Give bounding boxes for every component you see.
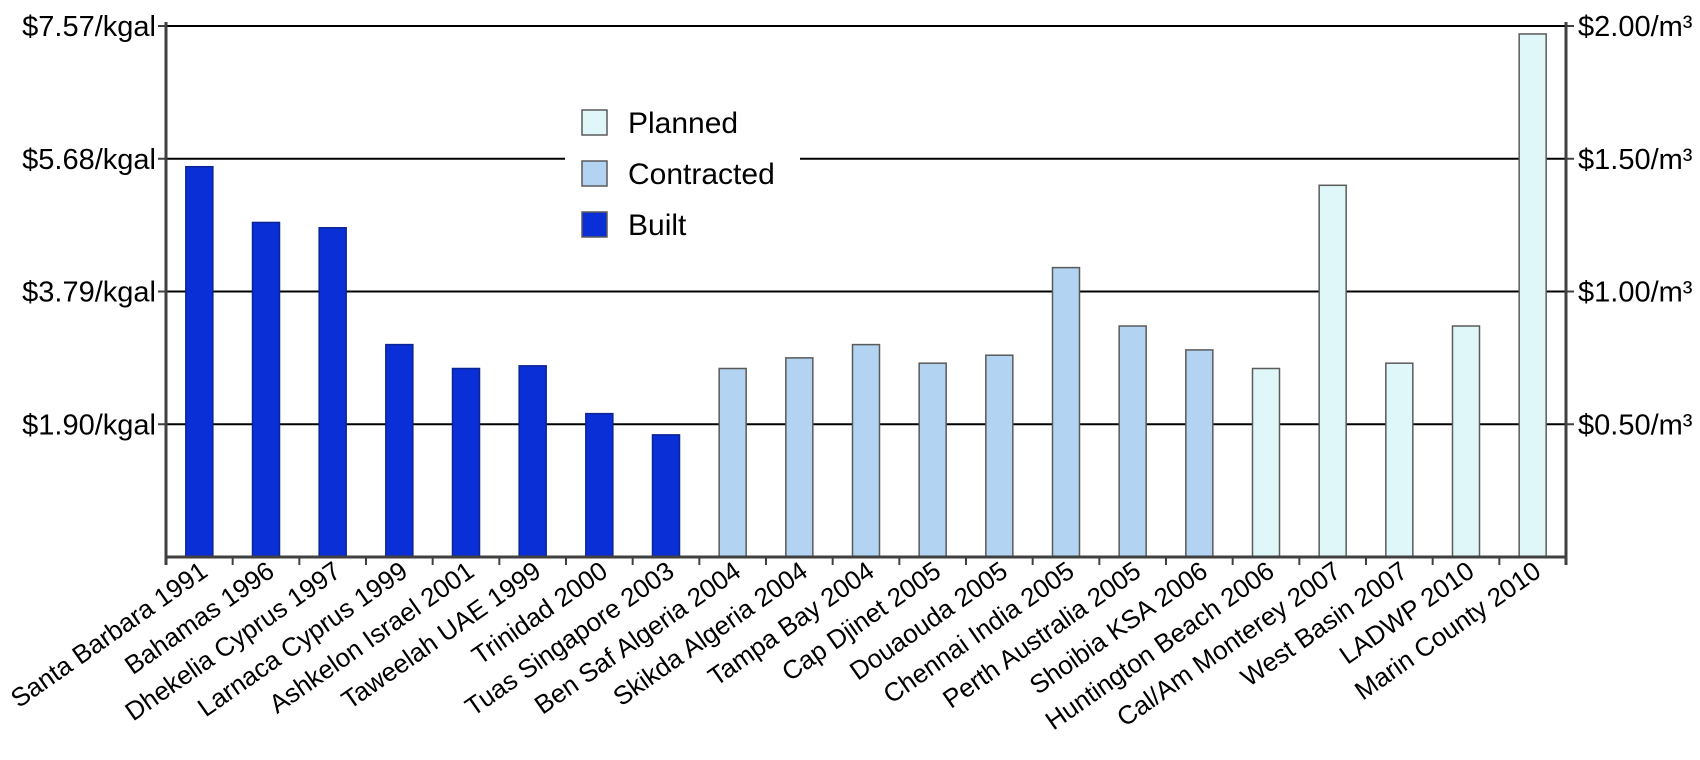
legend-label-built: Built xyxy=(628,209,687,242)
bars xyxy=(185,33,1547,558)
legend-swatch-contracted xyxy=(581,160,608,187)
bar-planned xyxy=(1518,33,1547,558)
bar-contracted xyxy=(985,354,1014,558)
legend: Planned Contracted Built xyxy=(565,98,800,248)
tick-labels: $1.90/kgal $0.50/m³ $3.79/kgal $1.00/m³ $5.6… xyxy=(22,11,1693,441)
legend-label-planned: Planned xyxy=(628,107,738,140)
left-axis-tick-label: $3.79/kgal xyxy=(22,277,156,309)
bar-built xyxy=(518,365,547,558)
bar-built xyxy=(585,412,614,558)
bar-built xyxy=(318,227,347,558)
right-axis-tick-label: $0.50/m³ xyxy=(1578,409,1693,441)
bar-contracted xyxy=(1118,325,1147,558)
left-axis-tick-label: $5.68/kgal xyxy=(22,144,156,176)
left-axis-tick-label: $7.57/kgal xyxy=(22,11,156,43)
left-axis-tick-label: $1.90/kgal xyxy=(22,409,156,441)
bar-contracted xyxy=(785,357,814,558)
bar-built xyxy=(185,165,214,558)
bar-contracted xyxy=(1185,349,1214,558)
bar-planned xyxy=(1451,325,1481,558)
bar-planned xyxy=(1251,367,1281,558)
bar-planned xyxy=(1385,362,1414,558)
bar-contracted xyxy=(918,362,947,558)
legend-label-contracted: Contracted xyxy=(628,158,775,191)
right-axis-tick-label: $1.50/m³ xyxy=(1578,144,1693,176)
bar-built xyxy=(651,434,681,558)
right-axis-tick-label: $2.00/m³ xyxy=(1578,11,1693,43)
legend-swatch-built xyxy=(581,211,608,238)
bar-built xyxy=(451,367,481,558)
bar-built xyxy=(385,343,414,558)
bar-contracted xyxy=(718,367,747,558)
axes xyxy=(158,22,1574,565)
bar-built xyxy=(251,221,281,558)
bar-contracted xyxy=(851,343,881,558)
bar-contracted xyxy=(1051,266,1081,558)
right-axis-tick-label: $1.00/m³ xyxy=(1578,277,1693,309)
bar-planned xyxy=(1318,184,1347,558)
legend-swatch-planned xyxy=(581,109,608,136)
